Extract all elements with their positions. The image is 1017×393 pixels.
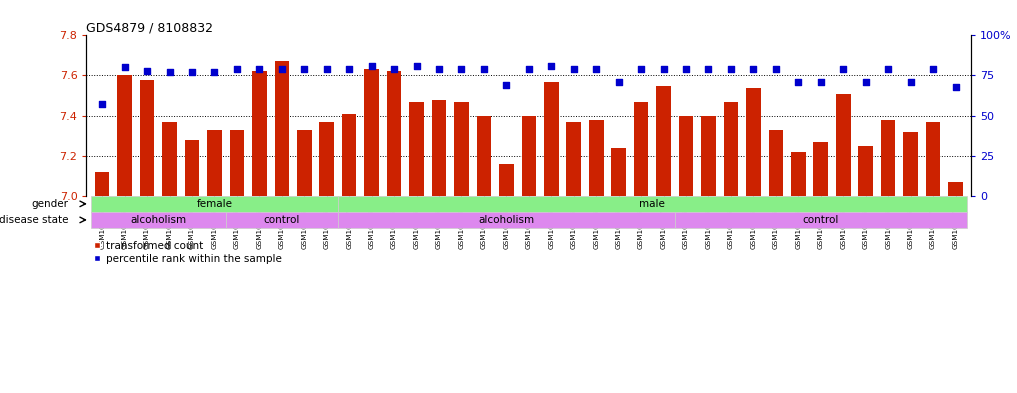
Bar — [338, 196, 967, 212]
Bar — [91, 196, 338, 212]
Point — [655, 66, 671, 72]
Bar — [386, 72, 402, 196]
Text: disease state: disease state — [0, 215, 68, 225]
Point — [790, 79, 806, 85]
Point — [476, 66, 492, 72]
Point — [857, 79, 874, 85]
Bar — [858, 146, 873, 196]
Point — [701, 66, 717, 72]
Bar — [522, 116, 536, 196]
Bar — [163, 121, 177, 196]
Bar — [91, 212, 226, 228]
Point — [251, 66, 267, 72]
Point — [835, 66, 851, 72]
Point — [117, 64, 133, 71]
Point — [363, 63, 379, 69]
Point — [162, 69, 178, 75]
Bar — [791, 152, 805, 196]
Point — [229, 66, 245, 72]
Bar — [338, 212, 675, 228]
Bar — [566, 121, 581, 196]
Bar — [881, 119, 895, 196]
Bar — [611, 148, 626, 196]
Bar — [746, 88, 761, 196]
Bar — [634, 101, 649, 196]
Text: alcoholism: alcoholism — [478, 215, 535, 225]
Bar — [589, 119, 603, 196]
Bar — [139, 79, 155, 196]
Bar — [409, 101, 424, 196]
Bar — [814, 142, 828, 196]
Point — [768, 66, 784, 72]
Point — [139, 68, 156, 74]
Bar — [207, 130, 222, 196]
Point — [184, 69, 200, 75]
Bar — [477, 116, 491, 196]
Text: gender: gender — [32, 199, 68, 209]
Point — [94, 101, 110, 108]
Legend: transformed count, percentile rank within the sample: transformed count, percentile rank withi… — [92, 241, 282, 264]
Text: GDS4879 / 8108832: GDS4879 / 8108832 — [85, 21, 213, 34]
Point — [318, 66, 335, 72]
Point — [745, 66, 762, 72]
Bar — [836, 94, 850, 196]
Bar — [319, 121, 334, 196]
Point — [498, 82, 515, 88]
Bar — [678, 116, 694, 196]
Bar — [499, 164, 514, 196]
Bar — [117, 75, 132, 196]
Point — [813, 79, 829, 85]
Bar — [364, 70, 379, 196]
Point — [521, 66, 537, 72]
Bar — [95, 172, 110, 196]
Text: alcoholism: alcoholism — [130, 215, 186, 225]
Point — [386, 66, 403, 72]
Text: control: control — [802, 215, 839, 225]
Bar — [455, 101, 469, 196]
Text: control: control — [263, 215, 300, 225]
Point — [880, 66, 896, 72]
Point — [543, 63, 559, 69]
Bar — [297, 130, 311, 196]
Point — [678, 66, 695, 72]
Bar — [925, 121, 941, 196]
Point — [633, 66, 649, 72]
Text: female: female — [196, 199, 233, 209]
Point — [296, 66, 312, 72]
Point — [588, 66, 604, 72]
Bar — [226, 212, 338, 228]
Bar — [544, 81, 558, 196]
Point — [948, 84, 964, 90]
Point — [431, 66, 447, 72]
Text: male: male — [640, 199, 665, 209]
Bar — [903, 132, 918, 196]
Point — [206, 69, 223, 75]
Bar — [275, 61, 289, 196]
Bar — [431, 99, 446, 196]
Point — [409, 63, 425, 69]
Bar — [185, 140, 199, 196]
Bar — [948, 182, 963, 196]
Bar — [701, 116, 716, 196]
Bar — [724, 101, 738, 196]
Point — [565, 66, 582, 72]
Bar — [230, 130, 244, 196]
Bar — [342, 114, 357, 196]
Bar — [656, 86, 671, 196]
Point — [610, 79, 626, 85]
Point — [723, 66, 739, 72]
Point — [454, 66, 470, 72]
Bar — [675, 212, 967, 228]
Point — [341, 66, 357, 72]
Point — [902, 79, 918, 85]
Point — [274, 66, 290, 72]
Point — [924, 66, 941, 72]
Bar — [252, 72, 266, 196]
Bar — [769, 130, 783, 196]
